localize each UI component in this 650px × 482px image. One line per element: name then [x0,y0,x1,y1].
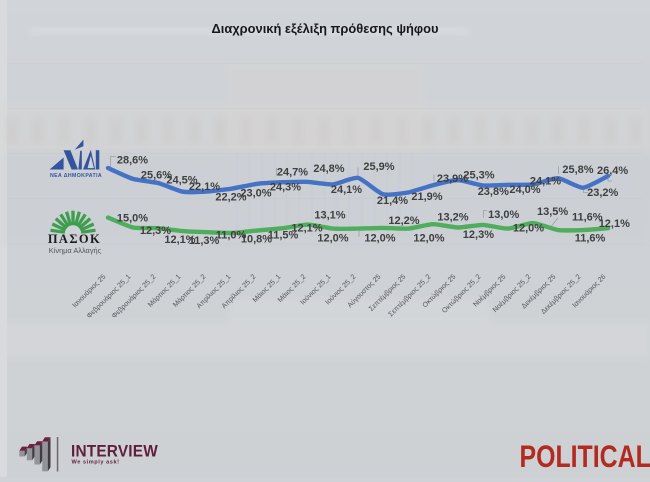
svg-text:25,9%: 25,9% [363,161,394,173]
svg-text:Διαχρονική εξέλιξη πρόθεσης ψή: Διαχρονική εξέλιξη πρόθεσης ψήφου [211,21,438,36]
svg-text:12,0%: 12,0% [364,232,395,244]
svg-text:24,1%: 24,1% [530,176,561,188]
svg-text:24,8%: 24,8% [313,163,344,175]
svg-text:12,0%: 12,0% [413,232,444,244]
svg-text:12,0%: 12,0% [317,232,348,244]
svg-text:28,6%: 28,6% [117,154,148,166]
svg-text:25,3%: 25,3% [463,170,494,182]
svg-text:13,1%: 13,1% [314,209,345,221]
svg-text:21,9%: 21,9% [411,191,442,203]
svg-text:21,4%: 21,4% [377,195,408,207]
svg-text:ΠΑΣΟΚ: ΠΑΣΟΚ [48,232,101,246]
svg-text:24,3%: 24,3% [270,181,301,193]
svg-text:12,0%: 12,0% [513,222,544,234]
svg-text:23,2%: 23,2% [587,187,618,199]
svg-text:We simply ask!: We simply ask! [72,460,120,466]
svg-text:11,6%: 11,6% [575,232,606,244]
svg-text:23,0%: 23,0% [240,187,271,199]
svg-text:24,1%: 24,1% [331,184,362,196]
svg-text:POLITICAL: POLITICAL [520,439,650,475]
svg-text:ΝΕΑ ΔΗΜΟΚΡΑΤΙΑ: ΝΕΑ ΔΗΜΟΚΡΑΤΙΑ [50,173,102,179]
svg-text:12,3%: 12,3% [463,229,494,241]
svg-text:23,8%: 23,8% [478,186,509,198]
svg-text:12,2%: 12,2% [388,215,419,227]
svg-text:Κίνημα Αλλαγής: Κίνημα Αλλαγής [49,246,102,255]
svg-text:13,0%: 13,0% [488,209,519,221]
svg-text:13,5%: 13,5% [537,206,568,218]
svg-text:INTERVIEW: INTERVIEW [71,443,158,460]
svg-text:15,0%: 15,0% [117,212,148,224]
svg-text:24,7%: 24,7% [277,166,308,178]
svg-text:25,8%: 25,8% [562,164,593,176]
svg-text:26,4%: 26,4% [597,165,628,177]
svg-text:13,2%: 13,2% [437,211,468,223]
svg-text:12,1%: 12,1% [599,218,630,230]
